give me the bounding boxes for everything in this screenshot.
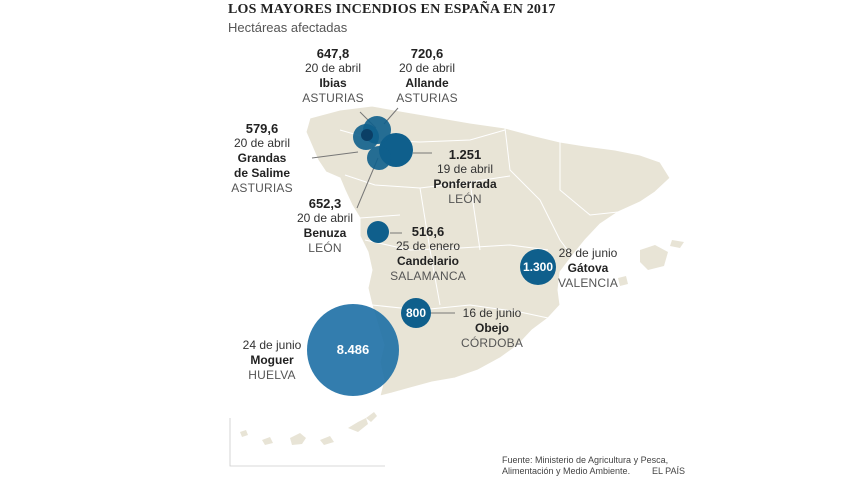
fire-province: LEÓN — [448, 192, 482, 206]
bubble-value-gatova: 1.300 — [523, 260, 553, 274]
source-note: Fuente: Ministerio de Agricultura y Pesc… — [502, 455, 668, 477]
fire-place-line2: de Salime — [233, 166, 291, 180]
fire-date: 16 de junio — [462, 306, 522, 320]
bubble-gatova[interactable] — [520, 249, 556, 285]
map-subtitle: Hectáreas afectadas — [228, 20, 348, 35]
fire-province: ASTURIAS — [231, 181, 293, 195]
bubble-grandas[interactable] — [361, 129, 373, 141]
fire-province: VALENCIA — [557, 276, 619, 290]
canary-islands-inset — [229, 412, 385, 467]
label-obejo: 16 de junio Obejo CÓRDOBA — [454, 306, 530, 351]
regional-borders — [339, 127, 619, 319]
fire-date: 28 de junio — [558, 246, 618, 260]
label-grandas: 579,6 20 de abril Grandas de Salime ASTU… — [224, 121, 300, 196]
fire-bubbles — [307, 116, 556, 396]
fire-place: Moguer — [250, 353, 294, 367]
fire-place: Benuza — [303, 226, 347, 240]
fire-place: Ponferrada — [433, 177, 497, 191]
peninsula-landmass — [305, 105, 671, 397]
fire-province: HUELVA — [248, 368, 296, 382]
bubble-moguer[interactable] — [307, 304, 399, 396]
bubble-value-moguer: 8.486 — [337, 342, 370, 357]
source-line-1: Fuente: Ministerio de Agricultura y Pesc… — [502, 455, 669, 465]
map-title: LOS MAYORES INCENDIOS EN ESPAÑA EN 2017 — [228, 2, 556, 17]
fire-date: 25 de enero — [395, 239, 461, 253]
fire-date: 19 de abril — [436, 162, 494, 176]
menorca-island — [670, 240, 684, 248]
label-gatova: 28 de junio Gátova VALENCIA — [550, 246, 626, 291]
fire-value: 516,6 — [411, 224, 445, 239]
label-benuza: 652,3 20 de abril Benuza LEÓN — [288, 196, 362, 256]
fire-place: Ibias — [319, 76, 347, 90]
fire-date: 20 de abril — [398, 61, 456, 75]
fire-date: 20 de abril — [296, 211, 354, 225]
fire-value: 720,6 — [410, 46, 444, 61]
bubble-benuza[interactable] — [367, 146, 391, 170]
fire-province: ASTURIAS — [302, 91, 364, 105]
fire-place: Gátova — [567, 261, 609, 275]
fire-province: LEÓN — [308, 241, 342, 255]
bubble-value-obejo: 800 — [406, 306, 426, 320]
fire-place-line1: Grandas — [237, 151, 287, 165]
fire-date: 20 de abril — [304, 61, 362, 75]
label-allande: 720,6 20 de abril Allande ASTURIAS — [390, 46, 464, 106]
label-ibias: 647,8 20 de abril Ibias ASTURIAS — [296, 46, 370, 106]
fire-value: 652,3 — [308, 196, 342, 211]
bubble-candelario[interactable] — [367, 221, 389, 243]
fire-place: Candelario — [396, 254, 459, 268]
fire-value: 647,8 — [316, 46, 350, 61]
fire-place: Allande — [405, 76, 449, 90]
fire-province: CÓRDOBA — [460, 336, 524, 350]
mallorca-island — [640, 245, 668, 270]
fire-province: ASTURIAS — [396, 91, 458, 105]
label-candelario: 516,6 25 de enero Candelario SALAMANCA — [386, 224, 470, 284]
credit-label: EL PAÍS — [652, 466, 686, 476]
label-moguer: 24 de junio Moguer HUELVA — [236, 338, 308, 383]
fire-place: Obejo — [474, 321, 509, 335]
ibiza-island — [618, 276, 628, 286]
fire-date: 20 de abril — [233, 136, 291, 150]
source-line-2: Alimentación y Medio Ambiente. — [502, 466, 631, 476]
fire-date: 24 de junio — [242, 338, 302, 352]
fire-value: 579,6 — [245, 121, 279, 136]
bubble-obejo[interactable] — [401, 298, 431, 328]
fire-province: SALAMANCA — [390, 269, 466, 283]
label-ponferrada: 1.251 19 de abril Ponferrada LEÓN — [428, 147, 502, 207]
fire-value: 1.251 — [448, 147, 482, 162]
